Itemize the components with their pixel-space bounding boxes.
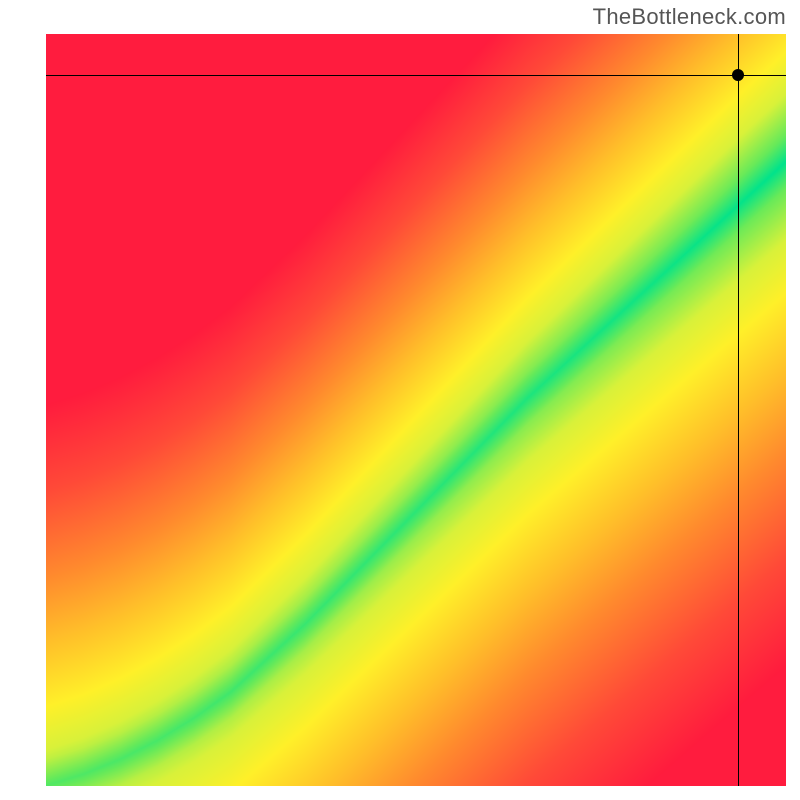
bottleneck-heatmap	[46, 34, 786, 786]
intersection-marker	[732, 69, 744, 81]
crosshair-horizontal	[46, 75, 786, 76]
watermark-text: TheBottleneck.com	[593, 4, 786, 30]
crosshair-vertical	[738, 34, 739, 786]
